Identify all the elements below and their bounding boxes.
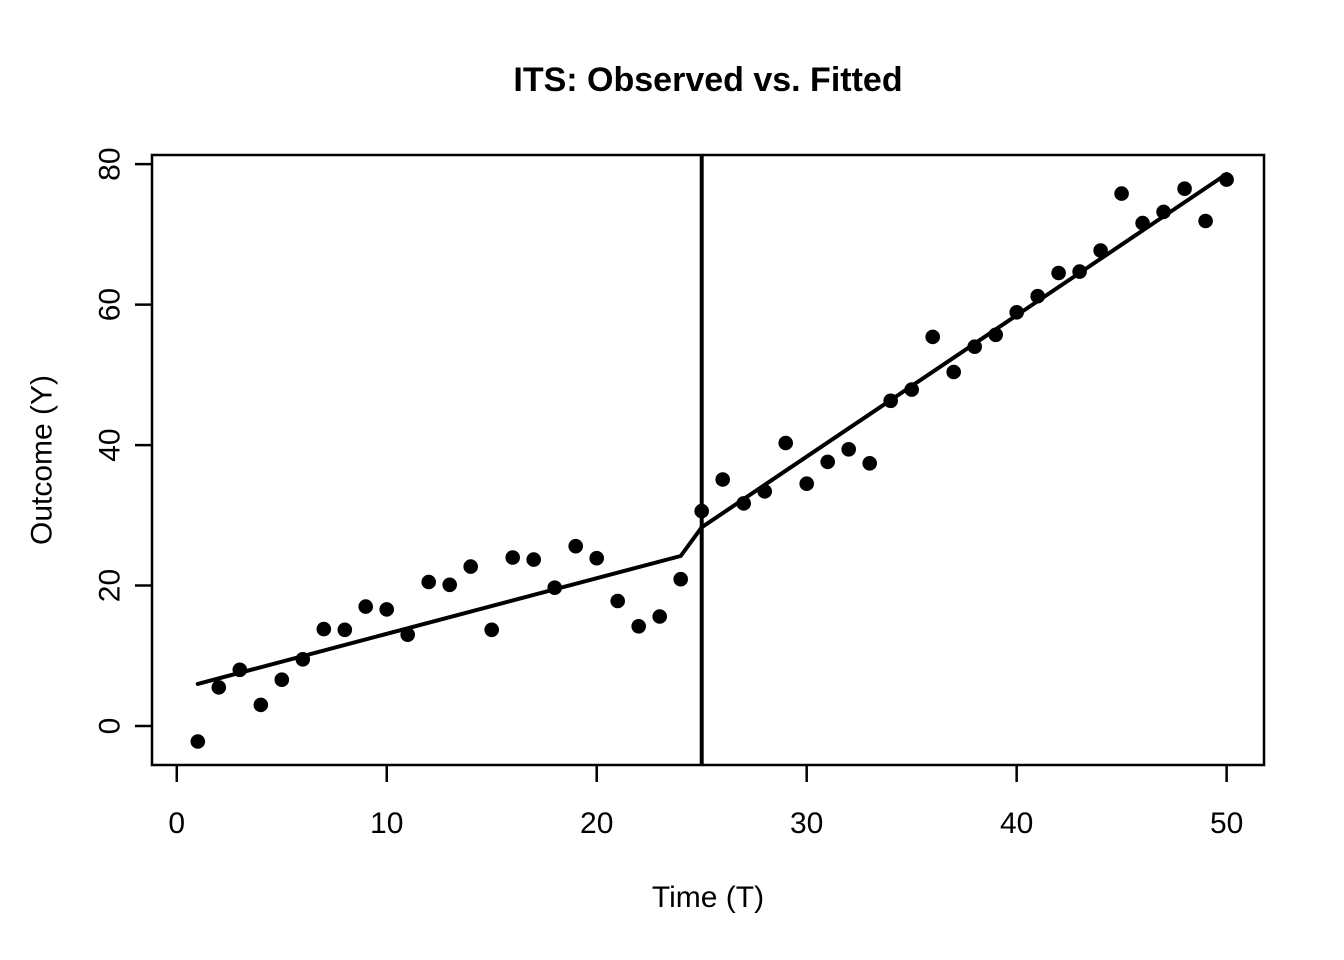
data-point — [337, 622, 353, 638]
x-axis-label: Time (T) — [652, 881, 764, 914]
y-tick-label: 20 — [94, 569, 127, 602]
data-point — [778, 435, 793, 451]
fitted-line — [195, 172, 1229, 686]
data-point — [295, 652, 311, 667]
data-point — [883, 393, 898, 409]
data-point — [736, 496, 751, 511]
data-point — [1135, 215, 1150, 231]
data-point — [1156, 204, 1171, 220]
data-point — [1072, 264, 1087, 279]
data-point — [1051, 265, 1066, 281]
data-point — [253, 697, 269, 713]
x-tick-label: 20 — [580, 807, 613, 840]
plot-box — [150, 153, 1266, 767]
observed-points-group — [190, 172, 1234, 749]
data-point — [274, 672, 290, 687]
x-tick-label: 10 — [370, 807, 403, 840]
data-point — [841, 442, 856, 457]
data-point — [694, 503, 709, 519]
data-point — [589, 550, 604, 566]
data-point — [358, 599, 374, 614]
y-axis-ticks: 0 20 40 60 80 — [94, 147, 152, 735]
data-point — [463, 559, 479, 574]
y-axis-label: Outcome (Y) — [26, 375, 59, 545]
y-tick-label: 40 — [94, 428, 127, 461]
data-point — [547, 580, 562, 595]
fitted-line-group — [195, 172, 1229, 686]
data-point — [232, 662, 248, 678]
data-point — [442, 577, 458, 593]
data-point — [988, 327, 1003, 343]
data-point — [715, 472, 730, 487]
x-axis-ticks: 0 10 20 30 40 50 — [168, 765, 1243, 840]
chart-title: ITS: Observed vs. Fitted — [513, 61, 902, 99]
data-point — [421, 574, 437, 590]
data-point — [1198, 213, 1213, 229]
x-tick-label: 0 — [168, 807, 185, 840]
data-point — [1009, 305, 1024, 320]
data-point — [1093, 243, 1108, 258]
data-point — [652, 609, 667, 624]
data-point — [1030, 288, 1045, 304]
data-point — [1114, 186, 1129, 201]
data-point — [946, 364, 961, 380]
data-point — [190, 734, 206, 749]
data-point — [925, 329, 940, 345]
x-tick-label: 40 — [1000, 807, 1033, 840]
data-point — [757, 484, 772, 499]
x-tick-label: 50 — [1210, 807, 1243, 840]
data-point — [820, 454, 835, 470]
data-point — [400, 627, 416, 642]
y-tick-label: 0 — [94, 718, 127, 735]
data-point — [673, 571, 688, 587]
data-point — [505, 550, 520, 565]
data-point — [862, 456, 877, 471]
data-point — [568, 538, 583, 554]
y-tick-label: 80 — [94, 147, 127, 180]
data-point — [967, 339, 982, 355]
data-point — [526, 552, 541, 567]
data-point — [379, 602, 395, 617]
x-tick-label: 30 — [790, 807, 823, 840]
data-point — [610, 593, 625, 609]
data-point — [631, 619, 646, 634]
y-tick-label: 60 — [94, 288, 127, 321]
data-point — [799, 476, 814, 492]
data-point — [316, 621, 332, 637]
data-point — [484, 622, 500, 638]
data-point — [1219, 172, 1234, 187]
data-point — [211, 680, 227, 695]
data-point — [1177, 181, 1192, 196]
data-point — [904, 382, 919, 397]
